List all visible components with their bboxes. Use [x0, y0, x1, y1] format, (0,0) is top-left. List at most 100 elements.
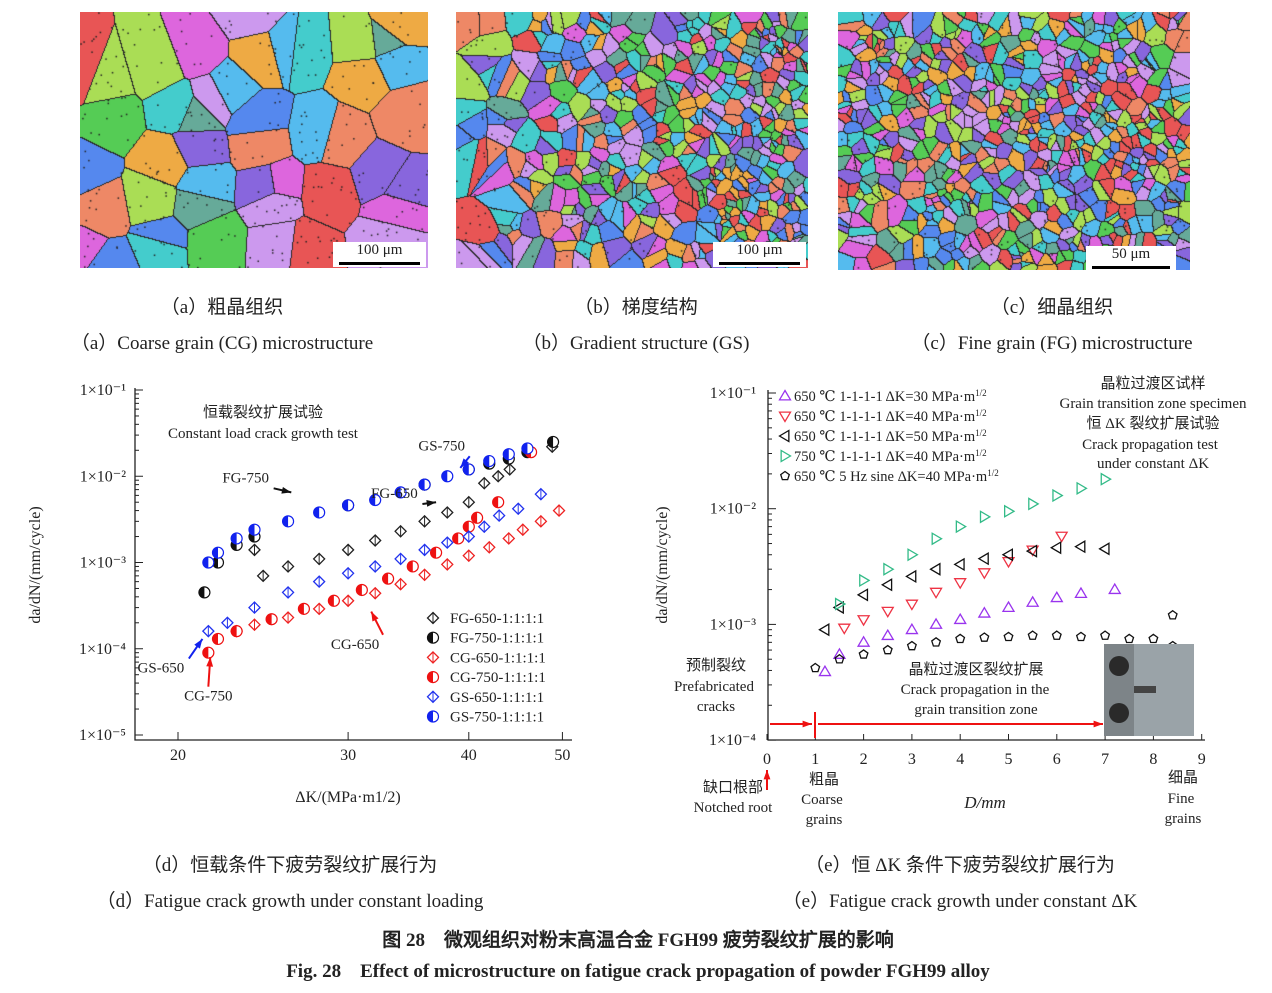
legend-label: FG-750-1:1:1:1 [450, 631, 544, 647]
scale-bar-c: 50 μm [1086, 246, 1176, 271]
marker-triangle [907, 548, 919, 562]
marker-pentagon [1027, 630, 1038, 640]
data-point-CG-750-1:1:1:1 [211, 632, 225, 646]
marker-half [382, 573, 389, 585]
marker-diamond [462, 549, 476, 563]
legend-label: CG-650-1:1:1:1 [450, 650, 546, 666]
marker-triangle [883, 562, 895, 576]
marker-diamond [502, 532, 516, 545]
x-tick-label-e: 8 [1149, 751, 1157, 768]
legend-marker [426, 690, 440, 704]
data-point-CG-750-1:1:1:1 [265, 613, 278, 626]
data-point [858, 649, 869, 659]
data-point-CG-650-1:1:1:1 [462, 549, 476, 563]
series-label-GS-750: GS-750 [418, 438, 465, 454]
x-tick-label-e: 6 [1053, 751, 1061, 768]
caption-a-cn: （a）粗晶组织 [160, 297, 284, 318]
data-point-GS-650-1:1:1:1 [440, 536, 454, 550]
data-point-CG-750-1:1:1:1 [297, 602, 311, 615]
marker-triangle [1001, 548, 1014, 562]
marker-triangle [1001, 600, 1016, 612]
marker-triangle [931, 532, 943, 546]
data-point-CG-650-1:1:1:1 [516, 523, 530, 537]
data-point [856, 615, 871, 627]
y-tick-label-e: 1×10⁻¹ [710, 385, 756, 402]
caption-e-cn: （e）恒 ΔK 条件下疲劳裂纹扩展行为 [805, 855, 1115, 876]
micrograph-gradient-structure [456, 12, 808, 268]
coarse-cn: 粗晶 [809, 771, 839, 788]
caption-a-en: （a）Coarse grain (CG) microstructure [70, 333, 374, 354]
series-label-CG-750: CG-750 [184, 689, 232, 705]
data-point-FG-650-1:1:1:1 [462, 495, 476, 509]
data-point [953, 578, 967, 590]
data-point-GS-750-1:1:1:1 [521, 442, 534, 455]
fine-cn: 细晶 [1168, 769, 1198, 786]
marker-triangle [856, 615, 871, 627]
marker-pentagon [1051, 630, 1062, 640]
data-point [834, 597, 847, 611]
data-point-GS-750-1:1:1:1 [483, 454, 496, 468]
legend-marker [779, 470, 791, 481]
annotation-en-e: Grain transition zone specimen [1059, 396, 1247, 412]
x-axis-label-d: ΔK/(MPa·m1/2) [295, 789, 401, 806]
y-tick-label-e: 1×10⁻⁴ [709, 732, 756, 749]
data-point [905, 622, 919, 635]
annotation-cn-d: 恒载裂纹扩展试验 [203, 404, 323, 421]
data-point [1098, 542, 1110, 556]
marker-triangle [856, 635, 871, 647]
marker-pentagon [1167, 609, 1178, 620]
marker-half [492, 496, 499, 508]
marker-triangle [834, 597, 847, 611]
marker-pentagon [810, 662, 821, 673]
marker-pentagon [931, 637, 942, 647]
data-point [883, 562, 895, 576]
data-point [979, 632, 990, 642]
data-point-FG-650-1:1:1:1 [440, 506, 454, 519]
data-point [1052, 488, 1064, 503]
y-axis-label-d: da/dN/(mm/cycle) [27, 506, 44, 623]
coarse-en2: grains [806, 812, 843, 828]
data-point [1026, 595, 1040, 607]
data-point-FG-650-1:1:1:1 [394, 524, 408, 538]
marker-half [212, 547, 218, 559]
scale-bar-label: 50 μm [1111, 246, 1151, 262]
y-tick-label-d: 1×10⁻³ [80, 555, 126, 572]
marker-triangle [778, 411, 792, 423]
x-axis-label-e: D/mm [963, 793, 1006, 812]
label-arrow-head [460, 458, 469, 468]
data-point-CG-650-1:1:1:1 [281, 611, 295, 624]
marker-triangle [1050, 541, 1062, 555]
legend-label: GS-650-1:1:1:1 [450, 690, 544, 706]
legend-marker [426, 710, 440, 723]
marker-triangle [1076, 481, 1088, 495]
data-point [1001, 548, 1014, 562]
data-point-CG-650-1:1:1:1 [482, 540, 496, 554]
marker-triangle [1108, 582, 1122, 595]
data-point [1027, 630, 1038, 640]
marker-half [282, 515, 289, 527]
legend-label: CG-750-1:1:1:1 [450, 670, 546, 686]
y-tick-label-d: 1×10⁻⁵ [79, 727, 126, 744]
micrograph-coarse-grain [80, 12, 428, 268]
marker-triangle [832, 600, 844, 615]
notch-arrow-head [763, 770, 771, 780]
data-point [832, 600, 844, 615]
marker-diamond [201, 624, 215, 638]
data-point [977, 568, 991, 580]
data-point [1074, 540, 1086, 554]
marker-triangle [778, 389, 792, 401]
marker-pentagon [882, 644, 893, 655]
data-point [979, 510, 992, 524]
marker-half [248, 524, 255, 536]
data-point-FG-750-1:1:1:1 [198, 586, 211, 599]
data-point [929, 587, 943, 599]
y-tick-label-d: 1×10⁻² [80, 468, 126, 485]
marker-triangle [929, 587, 943, 599]
marker-half [328, 595, 334, 607]
x-tick-label-e: 7 [1101, 751, 1109, 768]
data-point [1051, 630, 1062, 640]
marker-triangle [818, 623, 830, 637]
marker-half [463, 463, 469, 475]
marker-half [471, 512, 478, 524]
